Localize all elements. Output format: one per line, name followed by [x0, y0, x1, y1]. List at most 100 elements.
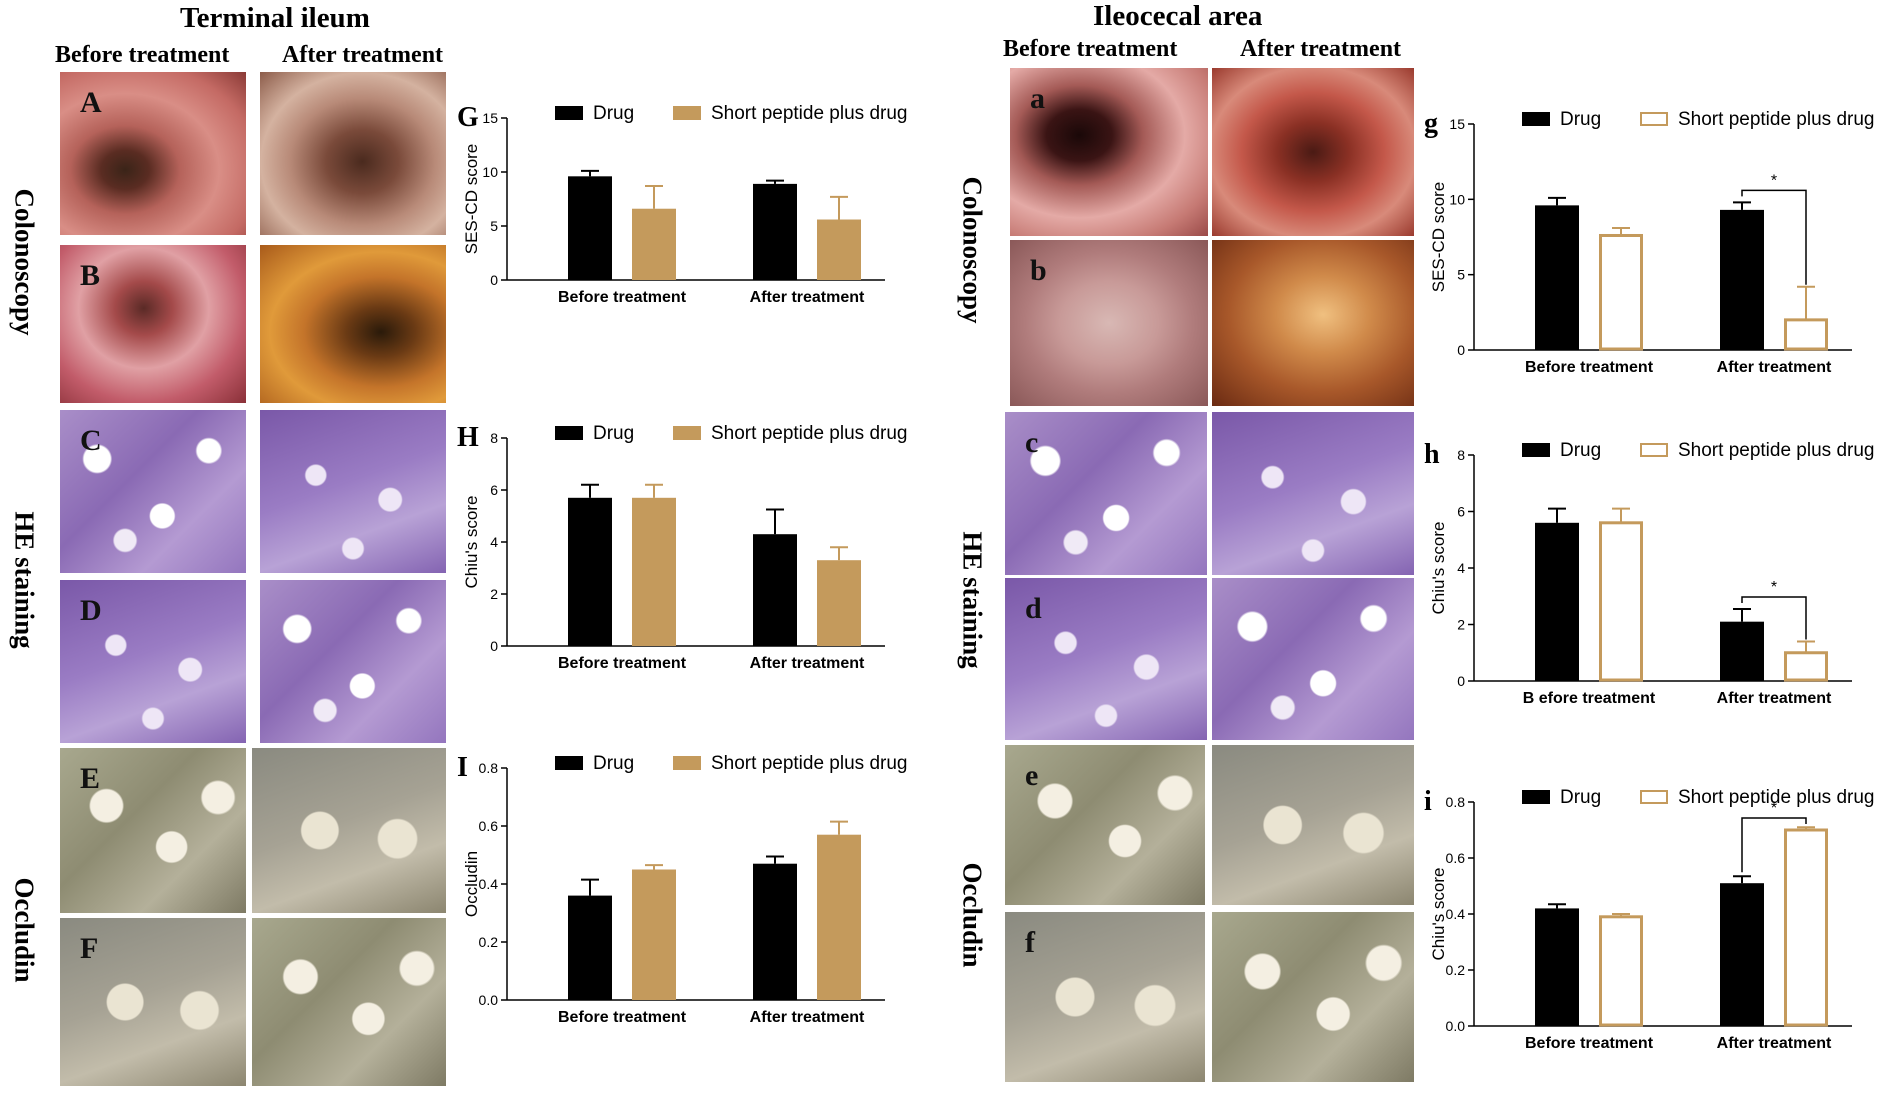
- category-label: After treatment: [750, 289, 865, 306]
- y-tick-label: 0.6: [479, 818, 499, 834]
- right-after-header: After treatment: [1240, 36, 1402, 62]
- y-tick-label: 0: [1457, 673, 1465, 689]
- y-tick-label: 6: [1457, 504, 1465, 520]
- y-tick-label: 0.8: [479, 760, 499, 776]
- image-letter: C: [80, 424, 102, 457]
- bar-drug: [1720, 209, 1764, 350]
- bar-drug: [753, 534, 797, 646]
- y-tick-label: 10: [1449, 191, 1465, 207]
- y-tick-label: 0: [490, 272, 498, 288]
- bar-drug: [568, 176, 612, 280]
- colonoscopy-image-b-before: b: [1010, 240, 1208, 406]
- y-tick-label: 5: [490, 218, 498, 234]
- y-tick-label: 15: [482, 110, 498, 126]
- left-before-header: Before treatment: [55, 42, 230, 68]
- chart-H: H Drug Short peptide plus drug 0 2 4 6 8 Chiu's …: [455, 420, 925, 710]
- left-after-header: After treatment: [282, 42, 444, 68]
- y-tick-label: 0.2: [1446, 962, 1466, 978]
- y-tick-label: 0.4: [1446, 906, 1466, 922]
- bar-peptide: [1784, 651, 1828, 682]
- bar-drug: [1535, 522, 1579, 681]
- left-colonoscopy-label: Colonoscopy: [9, 188, 40, 336]
- legend-swatch-peptide: [1640, 790, 1668, 804]
- legend-swatch-drug: [1522, 790, 1550, 804]
- bar-peptide: [817, 560, 861, 646]
- bar-drug: [1720, 883, 1764, 1026]
- y-tick-label: 0.6: [1446, 850, 1466, 866]
- panel-letter: H: [457, 422, 479, 453]
- legend-swatch-peptide: [673, 106, 701, 120]
- occludin-image-F-before: F: [60, 918, 246, 1086]
- category-label: After treatment: [750, 1009, 865, 1026]
- occludin-image-E-before: E: [60, 748, 246, 913]
- y-tick-label: 0.4: [479, 876, 499, 892]
- occludin-image-F-after: [252, 918, 446, 1086]
- y-tick-label: 2: [1457, 617, 1465, 633]
- legend-label-peptide: Short peptide plus drug: [1678, 787, 1874, 808]
- legend-swatch-peptide: [1640, 443, 1668, 457]
- bar-peptide: [817, 834, 861, 1000]
- y-tick-label: 4: [1457, 560, 1465, 576]
- bar-peptide: [632, 869, 676, 1000]
- panel-letter: i: [1424, 786, 1432, 817]
- right-occludin-label: Occludin: [957, 862, 988, 968]
- legend-swatch-drug: [555, 756, 583, 770]
- legend-label-drug: Drug: [1560, 109, 1601, 130]
- occludin-image-e-after: [1212, 745, 1414, 905]
- bar-drug: [568, 497, 612, 646]
- significance-star: *: [1771, 172, 1777, 189]
- significance-bracket: [1741, 817, 1807, 873]
- he-image-C-after: [260, 410, 446, 573]
- bar-peptide: [1599, 915, 1643, 1027]
- bar-peptide: [1599, 521, 1643, 682]
- colonoscopy-image-a-after: [1212, 68, 1414, 236]
- y-tick-label: 0: [1457, 342, 1465, 358]
- y-tick-label: 8: [490, 430, 498, 446]
- image-letter: c: [1025, 426, 1039, 459]
- category-label: After treatment: [1717, 359, 1832, 376]
- y-tick-label: 10: [482, 164, 498, 180]
- category-label: Before treatment: [558, 655, 687, 672]
- legend-label-drug: Drug: [593, 423, 634, 444]
- significance-star: *: [1771, 800, 1777, 817]
- y-tick-label: 6: [490, 482, 498, 498]
- image-letter: f: [1025, 926, 1035, 959]
- chart-G: G Drug Short peptide plus drug 0 5 10 15 SES-CD…: [455, 100, 925, 390]
- legend-label-peptide: Short peptide plus drug: [1678, 109, 1874, 130]
- bar-peptide: [632, 497, 676, 646]
- occludin-image-f-before: f: [1005, 912, 1205, 1082]
- panel-letter: g: [1424, 108, 1438, 139]
- legend-label-drug: Drug: [1560, 440, 1601, 461]
- category-label: Before treatment: [558, 1009, 687, 1026]
- significance-bracket: [1741, 596, 1807, 640]
- he-image-c-after: [1212, 412, 1414, 575]
- chart-svg: h Drug Short peptide plus drug 0 2 4 6 8 Chiu's …: [1424, 439, 1874, 707]
- y-tick-label: 0.0: [479, 992, 499, 1008]
- y-tick-label: 5: [1457, 267, 1465, 283]
- category-label: After treatment: [750, 655, 865, 672]
- image-letter: d: [1025, 592, 1042, 625]
- colonoscopy-image-B-after: [260, 245, 446, 403]
- category-label: Before treatment: [1525, 1035, 1654, 1052]
- chart-svg: I Drug Short peptide plus drug 0.0 0.2 0.4 0.6…: [457, 752, 907, 1026]
- y-tick-label: 0.0: [1446, 1018, 1466, 1034]
- legend-swatch-drug: [555, 426, 583, 440]
- right-colonoscopy-label: Colonoscopy: [957, 176, 988, 324]
- bar-peptide: [1784, 828, 1828, 1027]
- chart-svg: H Drug Short peptide plus drug 0 2 4 6 8 Chiu's …: [457, 422, 907, 672]
- image-letter: F: [80, 932, 99, 965]
- bar-drug: [1535, 908, 1579, 1026]
- y-tick-label: 0: [490, 638, 498, 654]
- chart-svg: g Drug Short peptide plus drug 0 5 10 15 SES-CD…: [1424, 108, 1874, 376]
- legend-label-drug: Drug: [593, 103, 634, 124]
- y-tick-label: 15: [1449, 116, 1465, 132]
- left-occludin-label: Occludin: [9, 877, 40, 983]
- y-axis-label: Occludin: [462, 851, 481, 917]
- y-axis-label: SES-CD score: [462, 144, 481, 255]
- he-image-d-before: d: [1005, 578, 1207, 740]
- y-tick-label: 0.8: [1446, 794, 1466, 810]
- y-tick-label: 8: [1457, 447, 1465, 463]
- y-tick-label: 0.2: [479, 934, 499, 950]
- y-axis-label: Chiu's score: [1429, 867, 1448, 960]
- occludin-image-e-before: e: [1005, 745, 1205, 905]
